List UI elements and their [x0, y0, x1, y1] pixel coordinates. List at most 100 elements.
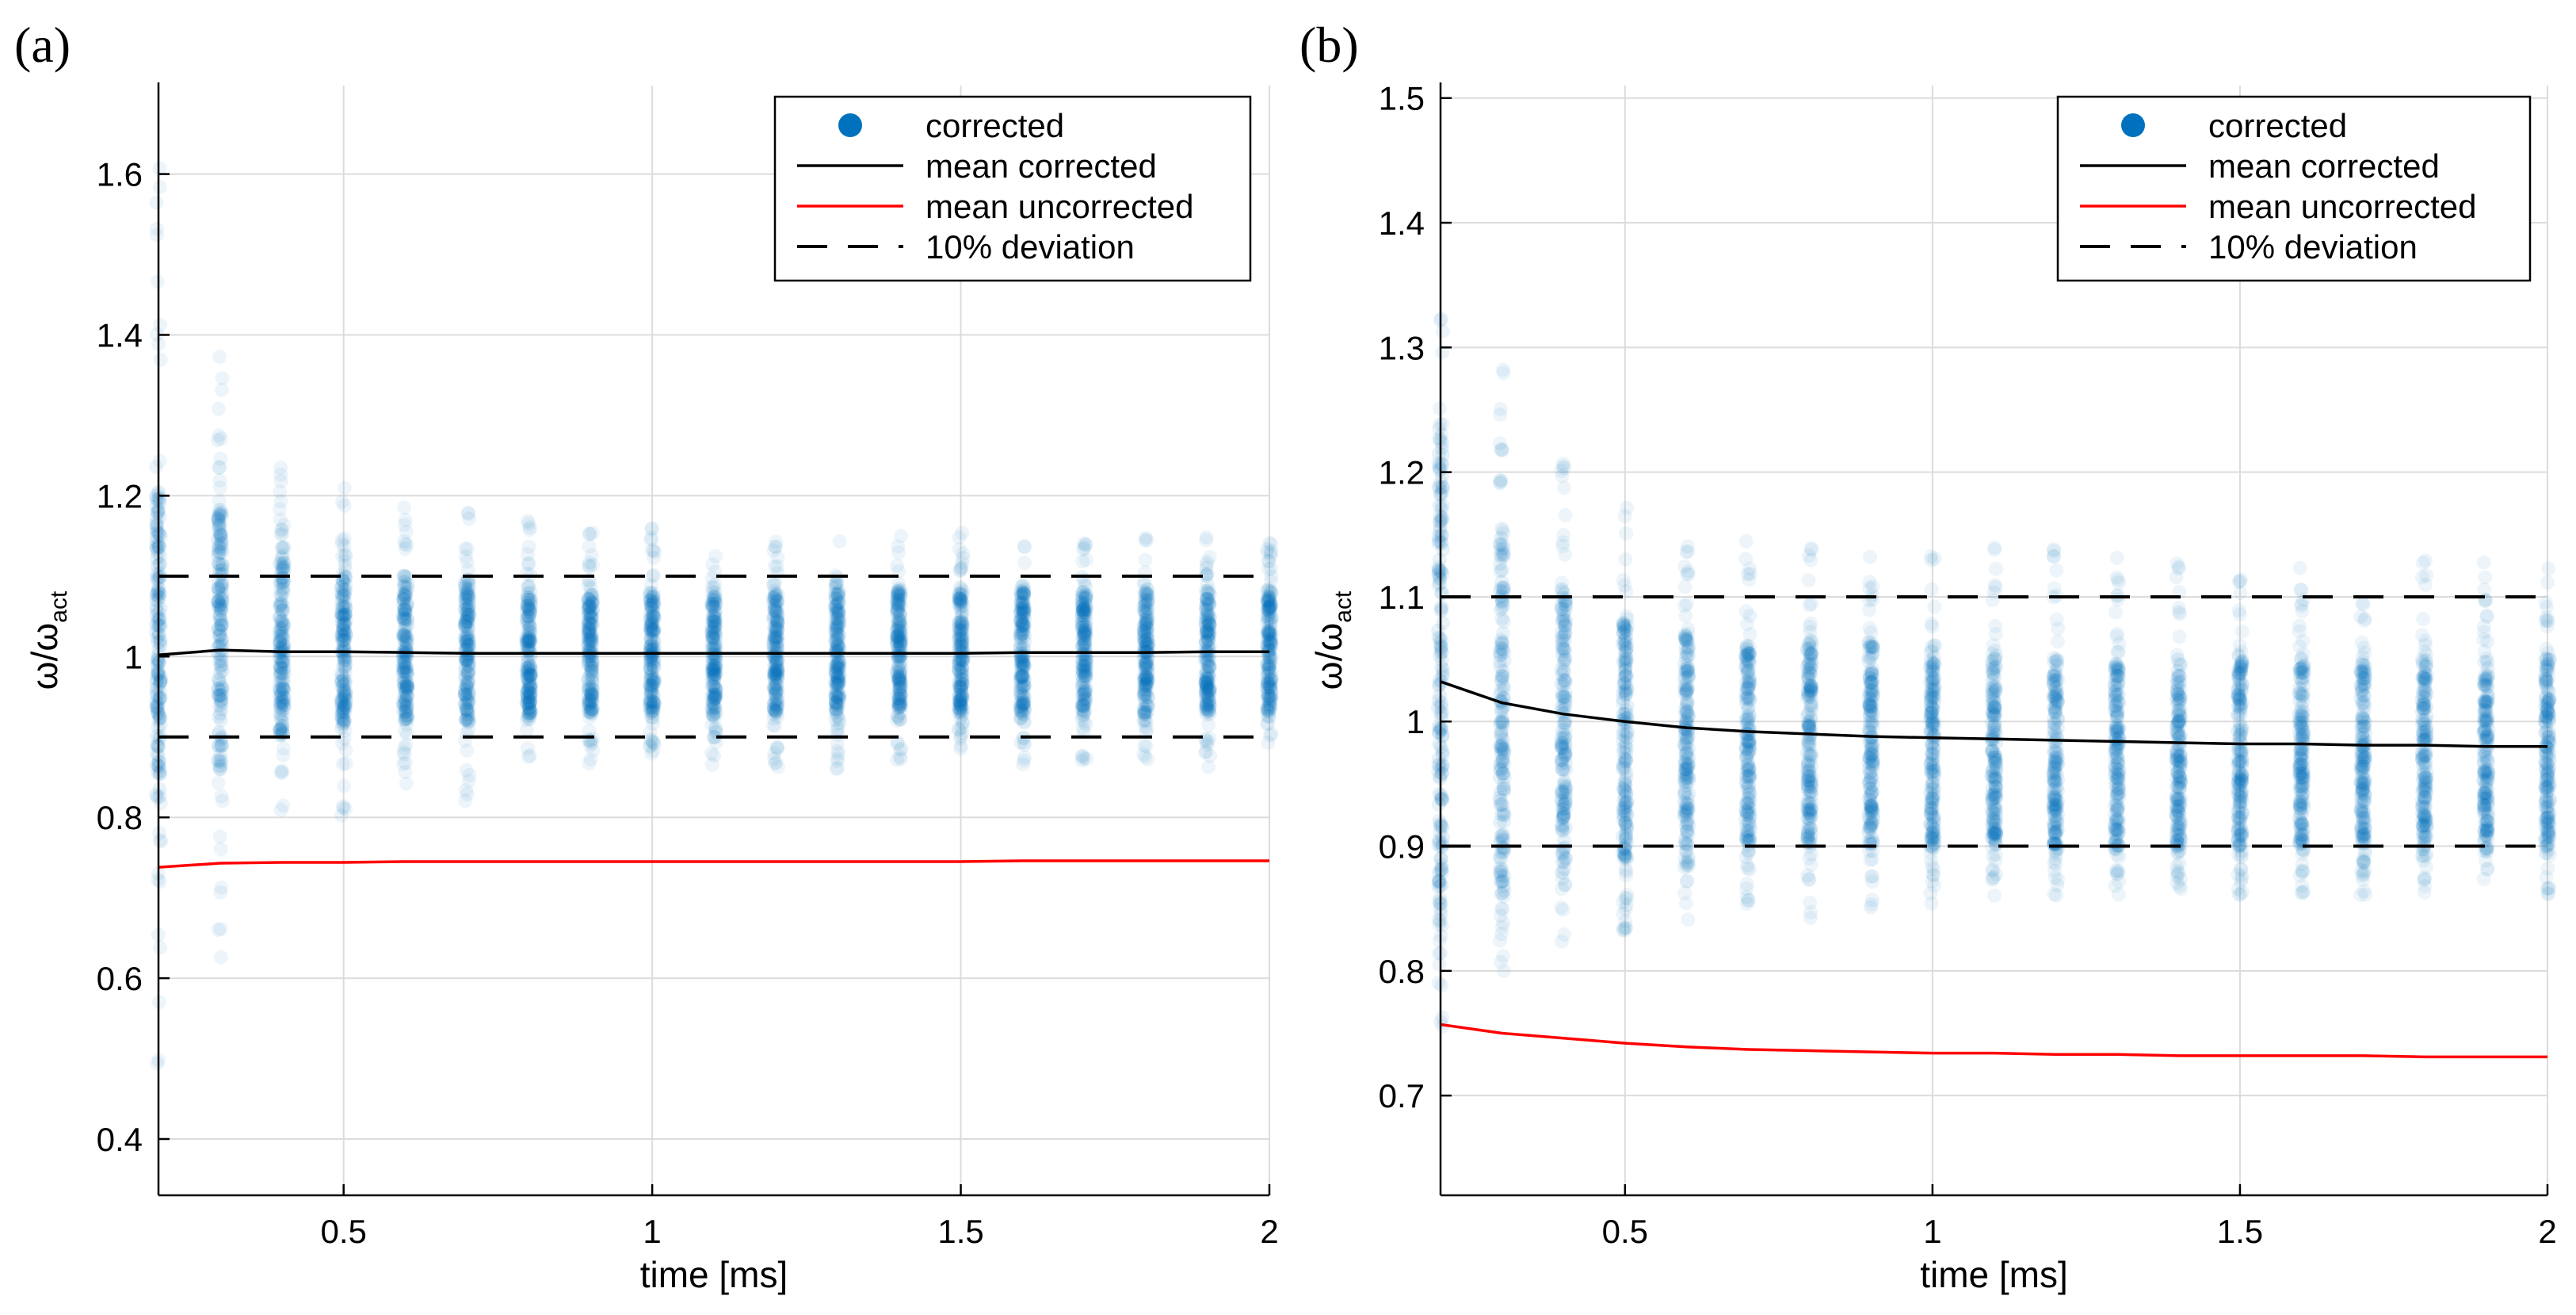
scatter-point: [396, 611, 411, 626]
scatter-point: [1677, 784, 1693, 799]
scatter-point: [334, 675, 349, 690]
scatter-point: [1802, 619, 1817, 634]
scatter-point: [460, 585, 475, 600]
scatter-point: [274, 522, 289, 537]
scatter-point: [275, 603, 290, 618]
scatter-point: [277, 564, 292, 579]
scatter-point: [397, 621, 412, 636]
scatter-point: [584, 663, 599, 679]
scatter-point: [400, 577, 415, 592]
scatter-point: [1740, 567, 1755, 582]
scatter-point: [583, 581, 598, 596]
scatter-point: [338, 691, 353, 706]
scatter-point: [277, 556, 292, 571]
scatter-point: [336, 673, 351, 688]
scatter-point: [338, 686, 353, 701]
scatter-point: [212, 608, 227, 623]
scatter-point: [399, 597, 414, 612]
scatter-point: [1496, 915, 1511, 930]
scatter-point: [150, 739, 165, 754]
scatter-point: [215, 545, 230, 560]
scatter-point: [277, 555, 292, 570]
scatter-point: [276, 708, 291, 723]
scatter-point: [273, 667, 288, 682]
scatter-point: [272, 610, 287, 625]
scatter-point: [212, 598, 227, 613]
scatter-point: [396, 568, 411, 583]
scatter-point: [1924, 791, 1939, 806]
scatter-point: [1496, 949, 1511, 964]
scatter-point: [396, 591, 411, 606]
scatter-point: [705, 707, 720, 722]
scatter-point: [273, 682, 288, 698]
scatter-point: [149, 567, 164, 582]
scatter-point: [1138, 659, 1153, 675]
scatter-point: [149, 617, 164, 632]
scatter-point: [211, 775, 226, 790]
scatter-point: [335, 589, 350, 604]
scatter-point: [336, 621, 351, 636]
scatter-point: [211, 541, 226, 556]
scatter-point: [334, 698, 349, 713]
scatter-point: [211, 581, 226, 596]
scatter-point: [274, 653, 289, 668]
scatter-point: [460, 652, 475, 667]
scatter-point: [461, 589, 476, 604]
scatter-point: [334, 700, 349, 715]
scatter-point: [1803, 858, 1818, 873]
scatter-point: [396, 610, 411, 625]
scatter-point: [1616, 801, 1631, 816]
scatter-point: [398, 588, 413, 603]
scatter-point: [397, 660, 412, 675]
scatter-point: [1435, 417, 1450, 432]
scatter-point: [153, 670, 168, 685]
scatter-point: [396, 671, 411, 686]
scatter-point: [399, 663, 414, 679]
scatter-point: [149, 674, 164, 689]
scatter-point: [1493, 933, 1508, 948]
scatter-point: [153, 766, 168, 782]
scatter-point: [212, 621, 227, 636]
scatter-point: [1015, 617, 1030, 633]
scatter-point: [336, 677, 351, 692]
scatter-point: [153, 619, 168, 634]
scatter-point: [1261, 562, 1276, 577]
scatter-point: [396, 602, 411, 617]
scatter-point: [153, 674, 168, 689]
scatter-point: [273, 583, 288, 598]
scatter-point: [1678, 747, 1693, 763]
scatter-point: [335, 717, 350, 732]
scatter-point: [214, 382, 229, 397]
scatter-point: [1742, 727, 1757, 742]
scatter-point: [277, 655, 292, 670]
scatter-point: [277, 540, 292, 555]
scatter-point: [273, 706, 288, 721]
scatter-point: [460, 611, 475, 626]
scatter-point: [954, 629, 969, 644]
scatter-point: [153, 674, 168, 689]
y-tick-label: 1.6: [97, 156, 143, 193]
scatter-point: [335, 711, 350, 726]
scatter-point: [708, 637, 723, 652]
scatter-point: [643, 670, 658, 685]
scatter-point: [400, 679, 415, 694]
scatter-point: [397, 698, 412, 713]
scatter-point: [1432, 430, 1447, 445]
scatter-point: [212, 666, 227, 681]
scatter-point: [334, 674, 349, 689]
scatter-point: [1076, 751, 1091, 766]
scatter-point: [338, 613, 353, 628]
scatter-point: [459, 763, 474, 778]
scatter-point: [336, 682, 351, 698]
scatter-point: [337, 652, 352, 667]
scatter-point: [213, 752, 228, 767]
scatter-point: [1200, 576, 1215, 591]
scatter-point: [276, 682, 291, 697]
scatter-point: [334, 808, 349, 823]
scatter-point: [399, 660, 414, 675]
scatter-point: [831, 746, 846, 761]
scatter-point: [336, 701, 351, 716]
scatter-point: [272, 598, 287, 614]
scatter-point: [395, 666, 410, 681]
scatter-point: [213, 885, 228, 900]
